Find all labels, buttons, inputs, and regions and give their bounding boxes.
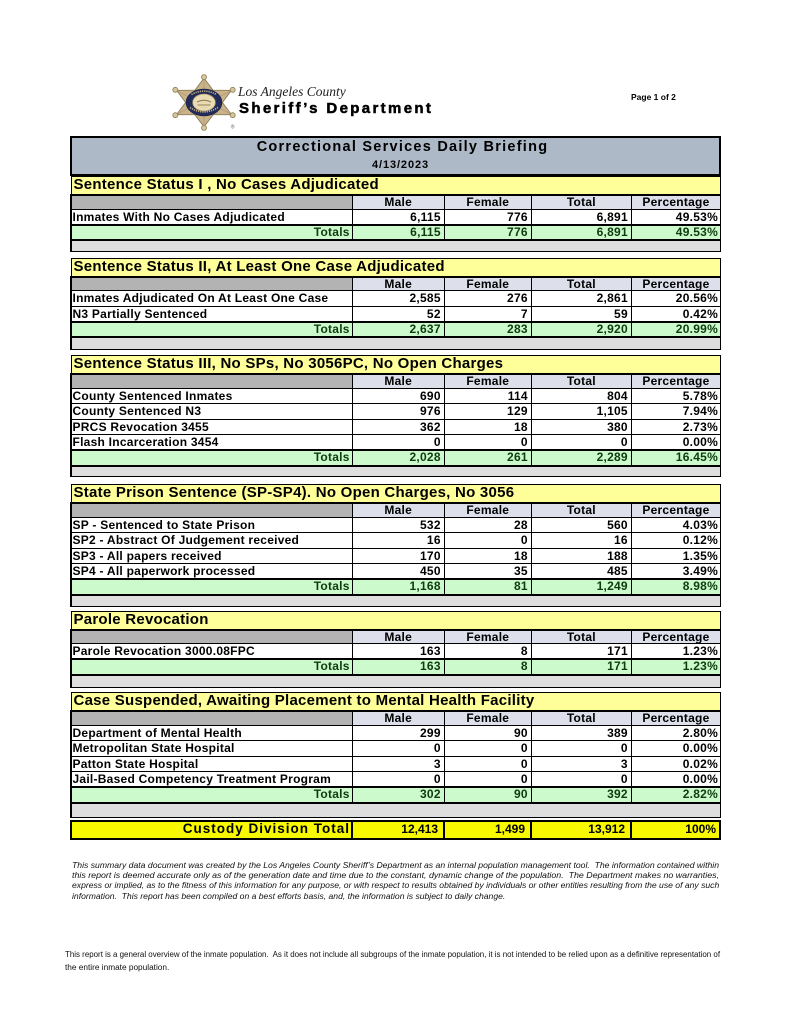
svg-text:®: ®: [231, 124, 235, 131]
